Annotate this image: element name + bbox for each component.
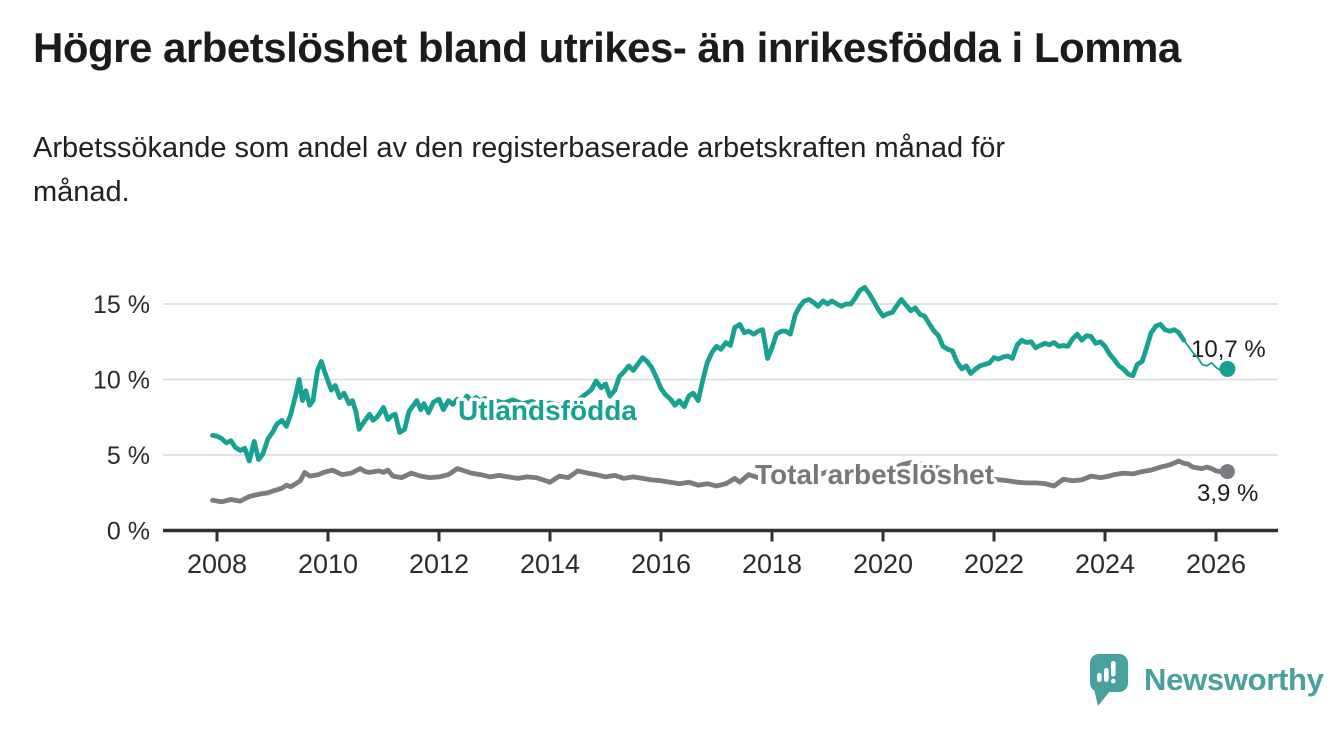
x-axis-tick-label: 2026 bbox=[1186, 549, 1246, 579]
newsworthy-logo-icon bbox=[1090, 654, 1128, 706]
x-axis-tick-label: 2016 bbox=[631, 549, 691, 579]
chart-subtitle-line-1: Arbetssökande som andel av den registerb… bbox=[33, 132, 1006, 164]
series-line-utlandsfodda-leader bbox=[1182, 339, 1227, 372]
x-axis-tick-label: 2024 bbox=[1075, 549, 1135, 579]
newsworthy-logo-link[interactable]: Newsworthy bbox=[1087, 652, 1324, 708]
y-axis-tick-label: 15 % bbox=[93, 291, 150, 319]
series-label-total-arbetsloshet: Total arbetslöshet bbox=[755, 459, 994, 490]
x-axis-tick-label: 2010 bbox=[298, 549, 358, 579]
x-axis-tick-label: 2012 bbox=[409, 549, 469, 579]
x-axis-tick-label: 2020 bbox=[853, 549, 913, 579]
x-axis-tick-label: 2014 bbox=[520, 549, 580, 579]
chart-title: Högre arbetslöshet bland utrikes- än inr… bbox=[33, 24, 1181, 71]
y-axis-tick-label: 5 % bbox=[107, 442, 150, 470]
end-value-label-utlandsfodda: 10,7 % bbox=[1191, 336, 1266, 363]
series-label-utlandsfodda: Utlandsfödda bbox=[458, 395, 637, 426]
chart-subtitle-line-2: månad. bbox=[33, 176, 130, 208]
series-line-utlandsfodda bbox=[210, 284, 1187, 464]
end-value-label-total-arbetsloshet: 3,9 % bbox=[1197, 480, 1258, 507]
newsworthy-logo-text: Newsworthy bbox=[1144, 662, 1324, 697]
chart-subtitle: Arbetssökande som andel av den registerb… bbox=[33, 126, 1005, 214]
end-dot-utlandsfodda bbox=[1219, 360, 1236, 377]
y-axis-tick-label: 0 % bbox=[107, 518, 150, 546]
y-axis-tick-label: 10 % bbox=[93, 367, 150, 395]
x-axis-tick-label: 2018 bbox=[742, 549, 802, 579]
x-axis-tick-label: 2022 bbox=[964, 549, 1024, 579]
series-line-total-arbetsloshet bbox=[210, 458, 1228, 505]
x-axis-tick-label: 2008 bbox=[187, 549, 247, 579]
end-dot-total-arbetsloshet bbox=[1219, 464, 1235, 480]
